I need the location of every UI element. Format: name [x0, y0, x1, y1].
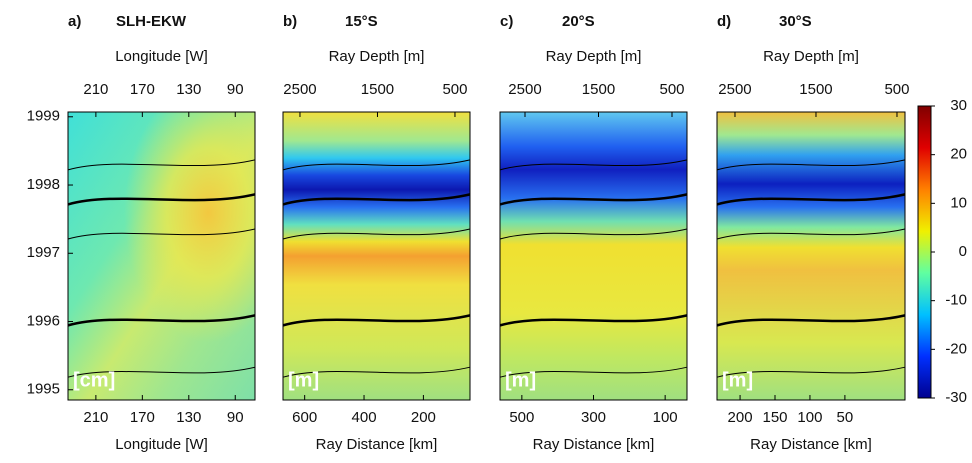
contour-line	[716, 228, 906, 240]
bottom-axis-label: Ray Distance [km]	[750, 436, 872, 453]
bottom-tick-label: 130	[176, 409, 201, 426]
colorbar	[917, 105, 932, 399]
frame	[282, 111, 471, 401]
y-tick-label: 1995	[27, 381, 60, 398]
frame	[67, 111, 256, 401]
top-tick-label: 1500	[582, 81, 615, 98]
bottom-tick-label: 500	[509, 409, 534, 426]
bottom-tick-label: 400	[352, 409, 377, 426]
bottom-axis-label: Ray Distance [km]	[316, 436, 438, 453]
top-axis-label: Longitude [W]	[115, 48, 208, 65]
bottom-axis-label: Ray Distance [km]	[533, 436, 655, 453]
contour-line	[282, 193, 471, 206]
contour-line	[282, 228, 471, 240]
top-tick-label: 500	[442, 81, 467, 98]
contour-line	[499, 193, 688, 206]
panel-title: 30°S	[779, 13, 812, 30]
field	[500, 112, 687, 400]
contour-line	[499, 159, 688, 171]
field	[717, 112, 905, 400]
unit-label: [m]	[505, 369, 536, 391]
contour-line	[499, 228, 688, 240]
panel-label: b)	[283, 13, 297, 30]
colorbar-tick-label: -30	[945, 389, 967, 406]
colorbar-tick-label: -10	[945, 292, 967, 309]
top-tick-label: 170	[130, 81, 155, 98]
panel-label: d)	[717, 13, 731, 30]
bottom-tick-label: 300	[581, 409, 606, 426]
contour-line	[67, 193, 256, 206]
top-tick-label: 2500	[283, 81, 316, 98]
bottom-tick-label: 150	[762, 409, 787, 426]
contour-line	[67, 366, 256, 378]
top-tick-label: 500	[659, 81, 684, 98]
bottom-tick-label: 100	[797, 409, 822, 426]
colorbar-tick-label: 20	[950, 146, 967, 163]
top-tick-label: 1500	[361, 81, 394, 98]
top-axis-label: Ray Depth [m]	[546, 48, 642, 65]
contour-line	[67, 228, 256, 240]
bottom-tick-label: 600	[292, 409, 317, 426]
panel-title: 15°S	[345, 13, 378, 30]
field	[283, 112, 470, 400]
y-tick-label: 1997	[27, 244, 60, 261]
unit-label: [m]	[288, 369, 319, 391]
panel-label: a)	[68, 13, 81, 30]
contour-line	[716, 366, 906, 378]
panel-title: SLH-EKW	[116, 13, 187, 30]
bottom-tick-label: 170	[130, 409, 155, 426]
y-tick-label: 1998	[27, 176, 60, 193]
contour-line	[282, 314, 471, 327]
contour-line	[282, 366, 471, 378]
contour-line	[716, 159, 906, 171]
panel-label: c)	[500, 13, 513, 30]
frame	[716, 111, 906, 401]
contour-line	[282, 159, 471, 171]
bottom-tick-label: 200	[411, 409, 436, 426]
bottom-tick-label: 200	[728, 409, 753, 426]
top-axis-label: Ray Depth [m]	[763, 48, 859, 65]
bottom-tick-label: 90	[227, 409, 244, 426]
top-tick-label: 500	[884, 81, 909, 98]
unit-label: [cm]	[73, 369, 115, 391]
bottom-tick-label: 100	[653, 409, 678, 426]
contour-line	[499, 314, 688, 327]
top-tick-label: 130	[176, 81, 201, 98]
top-tick-label: 90	[227, 81, 244, 98]
colorbar-tick-label: -20	[945, 340, 967, 357]
unit-label: [m]	[722, 369, 753, 391]
y-tick-label: 1999	[27, 108, 60, 125]
bottom-tick-label: 50	[837, 409, 854, 426]
contour-line	[67, 159, 256, 171]
contour-line	[716, 193, 906, 206]
contour-line	[67, 314, 256, 327]
bottom-tick-label: 210	[83, 409, 108, 426]
colorbar-tick-label: 30	[950, 97, 967, 114]
top-tick-label: 2500	[718, 81, 751, 98]
y-tick-label: 1996	[27, 312, 60, 329]
top-axis-label: Ray Depth [m]	[329, 48, 425, 65]
field-anomaly	[68, 112, 255, 400]
colorbar-tick-label: 0	[959, 243, 967, 260]
contour-line	[716, 314, 906, 327]
colorbar-tick-label: 10	[950, 194, 967, 211]
top-tick-label: 210	[83, 81, 108, 98]
bottom-axis-label: Longitude [W]	[115, 436, 208, 453]
contour-line	[499, 366, 688, 378]
top-tick-label: 2500	[508, 81, 541, 98]
panel-title: 20°S	[562, 13, 595, 30]
top-tick-label: 1500	[799, 81, 832, 98]
